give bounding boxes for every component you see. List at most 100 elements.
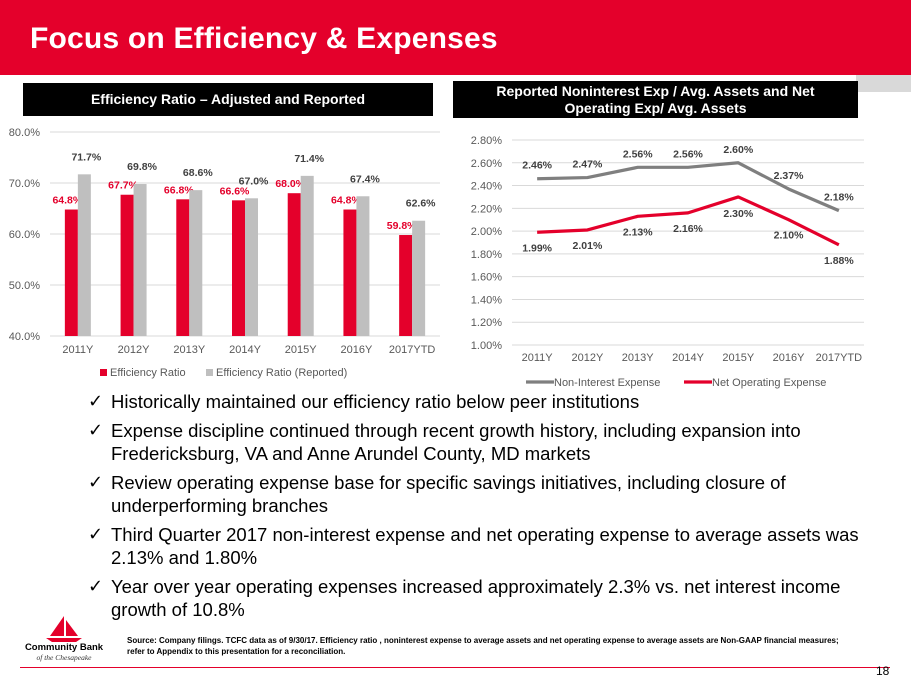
legend-swatch	[206, 369, 213, 376]
line-data-label: 2.30%	[723, 208, 753, 220]
bar-efficiency-ratio-reported	[77, 174, 91, 336]
y-tick-label: 40.0%	[9, 331, 40, 343]
bar-efficiency-ratio	[176, 199, 190, 336]
x-tick-label: 2011Y	[62, 344, 94, 356]
bar-data-label: 67.7%	[108, 180, 138, 192]
legend-label: Efficiency Ratio (Reported)	[216, 367, 347, 379]
bullet-item: ✓ Expense discipline continued through re…	[88, 419, 888, 465]
bullet-item: ✓ Third Quarter 2017 non-interest expense…	[88, 523, 888, 569]
line-data-label: 2.13%	[623, 226, 653, 238]
bullet-text: Expense discipline continued through rec…	[111, 420, 801, 464]
header-accent-block	[856, 75, 911, 92]
y-tick-label: 1.80%	[471, 249, 502, 261]
bar-efficiency-ratio	[343, 209, 357, 336]
line-data-label: 2.16%	[673, 223, 703, 235]
y-tick-label: 2.40%	[471, 181, 502, 193]
y-tick-label: 1.40%	[471, 294, 502, 306]
title-banner: Focus on Efficiency & Expenses	[0, 0, 911, 75]
slide-title: Focus on Efficiency & Expenses	[30, 22, 498, 55]
footer-divider	[20, 667, 890, 668]
right-chart-header-line1: Reported Noninterest Exp / Avg. Assets a…	[496, 82, 815, 99]
bar-data-label: 68.0%	[275, 178, 305, 190]
bullet-list: ✓ Historically maintained our efficiency …	[88, 390, 888, 627]
checkmark-icon: ✓	[88, 524, 104, 545]
x-tick-label: 2016Y	[341, 344, 373, 356]
bar-efficiency-ratio	[120, 194, 134, 336]
bar-data-label: 64.8%	[331, 195, 361, 207]
bar-data-label: 71.4%	[294, 153, 324, 165]
bullet-item: ✓ Review operating expense base for speci…	[88, 471, 888, 517]
right-chart-header-line2: Operating Exp/ Avg. Assets	[564, 99, 747, 116]
community-bank-logo: Community Bank of the Chesapeake	[24, 614, 104, 664]
bar-efficiency-ratio-reported	[245, 198, 258, 336]
x-tick-label: 2017YTD	[389, 344, 436, 356]
y-tick-label: 2.60%	[471, 158, 502, 170]
bar-efficiency-ratio	[399, 235, 413, 336]
x-tick-label: 2012Y	[572, 352, 604, 364]
bullet-text: Third Quarter 2017 non-interest expense …	[111, 524, 859, 568]
bar-efficiency-ratio	[287, 193, 301, 336]
bar-data-label: 59.8%	[387, 220, 417, 232]
line-data-label: 2.47%	[573, 159, 603, 171]
checkmark-icon: ✓	[88, 391, 104, 412]
x-tick-label: 2015Y	[285, 344, 317, 356]
bullet-text: Historically maintained our efficiency r…	[111, 391, 640, 412]
legend-swatch	[100, 369, 107, 376]
bar-efficiency-ratio-reported	[189, 190, 203, 336]
line-data-label: 2.56%	[623, 148, 653, 160]
x-tick-label: 2014Y	[229, 344, 261, 356]
y-tick-label: 2.00%	[471, 226, 502, 238]
efficiency-ratio-bar-chart: 40.0% 50.0% 60.0% 70.0% 80.0% 2011Y 64.8% 71.7%…	[9, 127, 440, 379]
bar-efficiency-ratio	[64, 209, 78, 336]
checkmark-icon: ✓	[88, 472, 104, 493]
x-tick-label: 2016Y	[773, 352, 805, 364]
y-tick-label: 70.0%	[9, 178, 40, 190]
logo-subtitle: of the Chesapeake	[36, 653, 92, 662]
expense-ratio-line-chart: 1.00% 1.20% 1.40% 1.60% 1.80% 2.00% 2.20% 2.40%…	[471, 135, 864, 389]
x-tick-label: 2015Y	[722, 352, 754, 364]
line-data-label: 2.10%	[774, 230, 804, 242]
x-tick-label: 2014Y	[672, 352, 704, 364]
y-tick-label: 2.20%	[471, 203, 502, 215]
y-tick-label: 50.0%	[9, 280, 40, 292]
line-data-label: 1.99%	[522, 242, 552, 254]
left-chart-header-text: Efficiency Ratio – Adjusted and Reported	[90, 91, 366, 107]
sailboat-icon	[46, 616, 82, 642]
bullet-item: ✓ Year over year operating expenses incre…	[88, 575, 888, 621]
source-footnote: Source: Company filings. TCFC data as of…	[127, 636, 839, 656]
x-tick-label: 2012Y	[118, 344, 150, 356]
y-tick-label: 60.0%	[9, 229, 40, 241]
x-tick-label: 2011Y	[522, 352, 554, 364]
line-data-label: 2.37%	[774, 170, 804, 182]
checkmark-icon: ✓	[88, 576, 104, 597]
bar-data-label: 67.0%	[239, 175, 269, 187]
line-data-label: 2.46%	[522, 160, 552, 172]
x-tick-label: 2017YTD	[816, 352, 863, 364]
left-chart-header: Efficiency Ratio – Adjusted and Reported	[23, 83, 433, 116]
bar-efficiency-ratio-reported	[300, 175, 314, 336]
line-non-interest-expense	[537, 161, 840, 213]
bar-efficiency-ratio-reported	[356, 196, 370, 336]
bar-efficiency-ratio-reported	[412, 220, 426, 336]
line-data-label: 2.18%	[824, 192, 854, 204]
bar-efficiency-ratio	[232, 200, 245, 336]
y-tick-label: 1.60%	[471, 272, 502, 284]
bar-data-label: 71.7%	[71, 151, 101, 163]
bullet-item: ✓ Historically maintained our efficiency …	[88, 390, 888, 413]
bar-data-label: 62.6%	[406, 198, 436, 210]
bar-data-label: 64.8%	[52, 195, 82, 207]
bar-efficiency-ratio-reported	[133, 184, 147, 336]
checkmark-icon: ✓	[88, 420, 104, 441]
legend-label: Efficiency Ratio	[110, 367, 186, 379]
bullet-text: Year over year operating expenses increa…	[111, 576, 841, 620]
line-data-label: 1.88%	[824, 255, 854, 267]
logo-name: Community Bank	[24, 642, 104, 653]
y-tick-label: 1.20%	[471, 317, 502, 329]
legend-label: Net Operating Expense	[712, 377, 826, 389]
line-net-operating-expense	[537, 195, 840, 247]
y-tick-label: 1.00%	[471, 340, 502, 352]
bar-data-label: 66.6%	[220, 185, 250, 197]
bar-data-label: 66.8%	[164, 184, 194, 196]
y-tick-label: 2.80%	[471, 135, 502, 147]
line-data-label: 2.56%	[673, 148, 703, 160]
